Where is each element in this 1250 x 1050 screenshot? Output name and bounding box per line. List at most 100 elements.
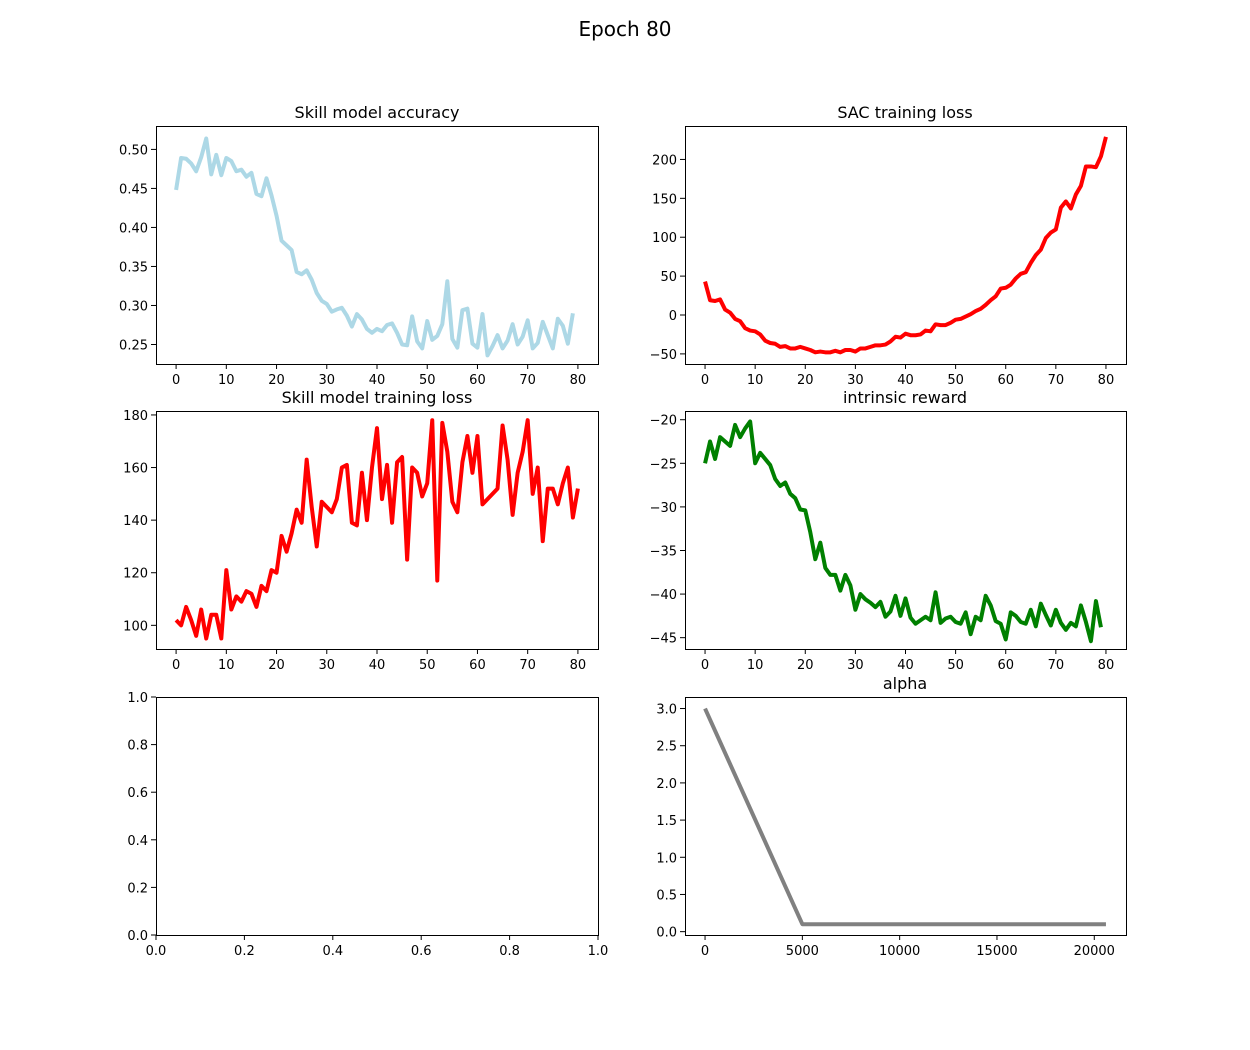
x-tick-label: 50 [947, 658, 964, 673]
x-tick-label: 0.6 [411, 944, 432, 959]
y-tick-label: 100 [652, 231, 677, 246]
x-tick-label: 10 [218, 658, 235, 673]
x-tick-label: 30 [847, 373, 864, 388]
y-tick-label: −35 [650, 544, 677, 559]
y-tick-label: 0.8 [127, 739, 148, 754]
x-tick-label: 50 [419, 658, 436, 673]
x-tick-label: 10000 [879, 944, 920, 959]
y-tick-label: −50 [650, 348, 677, 363]
x-tick-label: 60 [469, 658, 486, 673]
x-tick-label: 1.0 [588, 944, 609, 959]
x-tick-label: 40 [369, 658, 386, 673]
x-tick-label: 80 [570, 658, 587, 673]
y-tick-label: 0.50 [119, 143, 148, 158]
x-tick-label: 20 [268, 658, 285, 673]
x-tick-label: 80 [1098, 658, 1115, 673]
y-tick-label: −30 [650, 501, 677, 516]
x-tick-label: 10 [218, 373, 235, 388]
x-tick-label: 0.4 [322, 944, 343, 959]
series-line-2-0 [174, 418, 580, 641]
series-line-5-0 [703, 707, 1106, 927]
y-tick-label: −40 [650, 588, 677, 603]
x-tick-label: 0.0 [146, 944, 167, 959]
x-tick-label: 70 [1048, 373, 1065, 388]
x-tick-label: 20 [268, 373, 285, 388]
y-tick-label: −45 [650, 632, 677, 647]
y-tick-label: 200 [652, 153, 677, 168]
x-tick-label: 0 [701, 658, 709, 673]
x-tick-label: 15000 [976, 944, 1017, 959]
y-tick-label: 2.5 [656, 740, 677, 755]
sac-loss-title: SAC training loss [837, 103, 972, 122]
alpha-title: alpha [883, 674, 927, 693]
y-tick-label: 0.2 [127, 881, 148, 896]
y-tick-label: 0.35 [119, 260, 148, 275]
skill-accuracy-axes: Skill model accuracy 0 10 20 30 40 50 60 70 80 0.… [119, 103, 599, 388]
y-tick-label: 1.0 [656, 851, 677, 866]
x-tick-label: 0.8 [499, 944, 520, 959]
x-tick-label: 60 [997, 658, 1014, 673]
y-tick-label: 1.0 [127, 691, 148, 706]
x-tick-label: 5000 [786, 944, 819, 959]
y-tick-label: 0.30 [119, 299, 148, 314]
x-tick-label: 40 [897, 373, 914, 388]
skill-accuracy-title: Skill model accuracy [295, 103, 460, 122]
y-tick-label: 2.0 [656, 777, 677, 792]
y-tick-label: 3.0 [656, 703, 677, 718]
x-tick-label: 30 [318, 373, 335, 388]
y-tick-label: 180 [123, 409, 148, 424]
figure-suptitle: Epoch 80 [578, 17, 671, 41]
x-tick-label: 0 [701, 373, 709, 388]
alpha-axes: alpha 0 5000 10000 15000 20000 0.0 0.5 1.0 1.5 2.… [656, 674, 1127, 959]
x-tick-label: 60 [469, 373, 486, 388]
skill-training-loss-title: Skill model training loss [282, 388, 473, 407]
x-tick-label: 10 [747, 658, 764, 673]
empty-axes: 0.0 0.2 0.4 0.6 0.8 1.0 0.0 0.2 0.4 0.6 0.8 1.0 [127, 691, 608, 959]
y-tick-label: 0.5 [656, 888, 677, 903]
x-tick-label: 30 [847, 658, 864, 673]
y-tick-label: 0.0 [656, 926, 677, 941]
x-tick-label: 0 [172, 658, 180, 673]
x-tick-label: 80 [1098, 373, 1115, 388]
x-tick-label: 80 [570, 373, 587, 388]
sac-loss-axes: SAC training loss 0 10 20 30 40 50 60 70 80 −50 0 5… [650, 103, 1127, 388]
x-tick-label: 30 [318, 658, 335, 673]
x-tick-label: 20 [797, 658, 814, 673]
x-tick-label: 0 [172, 373, 180, 388]
skill-training-loss-axes: Skill model training loss 0 10 20 30 40 50 60 7… [123, 388, 599, 673]
series-line-0-0 [174, 136, 575, 358]
x-tick-label: 20000 [1074, 944, 1115, 959]
y-tick-label: 160 [123, 462, 148, 477]
series-line-1-0 [703, 136, 1108, 355]
series-line-3-0 [703, 419, 1103, 644]
y-tick-label: 140 [123, 514, 148, 529]
y-tick-label: 100 [123, 619, 148, 634]
y-tick-label: 0.40 [119, 221, 148, 236]
x-tick-label: 10 [747, 373, 764, 388]
y-tick-label: 0.25 [119, 338, 148, 353]
x-tick-label: 20 [797, 373, 814, 388]
x-tick-label: 40 [897, 658, 914, 673]
x-tick-label: 60 [997, 373, 1014, 388]
axes-frame [156, 697, 599, 936]
y-tick-label: 0 [669, 309, 677, 324]
y-tick-label: 0.0 [127, 929, 148, 944]
x-tick-label: 70 [1048, 658, 1065, 673]
y-tick-label: 50 [660, 270, 677, 285]
y-tick-label: 0.4 [127, 834, 148, 849]
x-tick-label: 50 [947, 373, 964, 388]
y-tick-label: 120 [123, 567, 148, 582]
intrinsic-reward-title: intrinsic reward [843, 388, 967, 407]
x-tick-label: 0 [701, 944, 709, 959]
y-tick-label: 0.45 [119, 182, 148, 197]
y-tick-label: 150 [652, 192, 677, 207]
x-tick-label: 0.2 [234, 944, 255, 959]
axes-frame [685, 697, 1127, 936]
x-tick-label: 40 [369, 373, 386, 388]
y-tick-label: 1.5 [656, 814, 677, 829]
y-tick-label: 0.6 [127, 786, 148, 801]
x-tick-label: 70 [519, 373, 536, 388]
y-tick-label: −25 [650, 457, 677, 472]
intrinsic-reward-axes: intrinsic reward 0 10 20 30 40 50 60 70 80 −45 −40… [650, 388, 1127, 673]
